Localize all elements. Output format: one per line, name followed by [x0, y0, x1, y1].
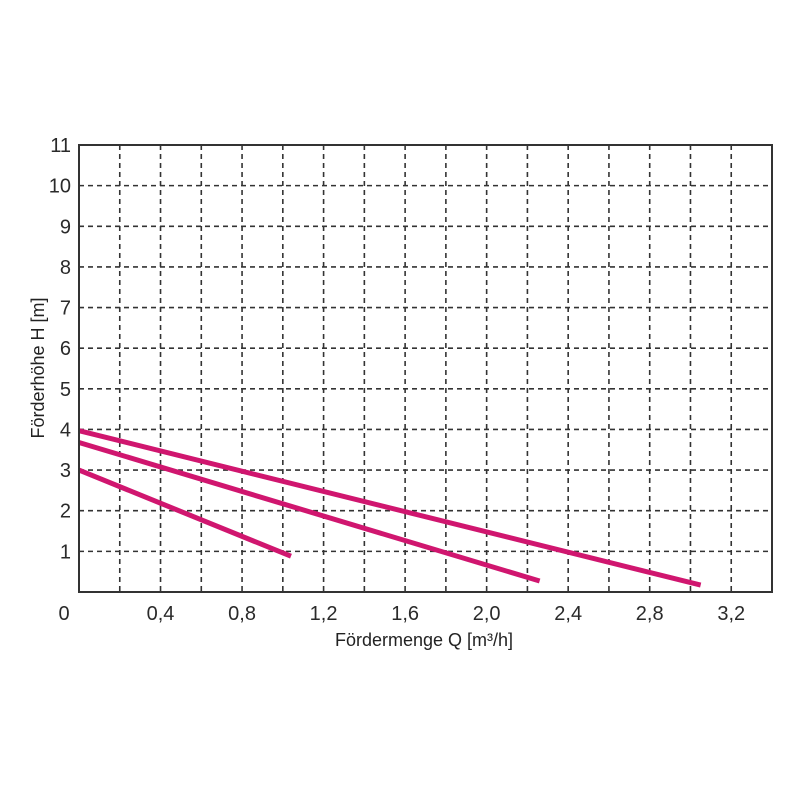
- x-tick-label: 2,8: [636, 603, 664, 625]
- y-tick-label: 10: [49, 176, 71, 198]
- x-tick-label: 0,4: [147, 603, 175, 625]
- y-tick-label: 9: [60, 216, 71, 238]
- x-tick-label: 0: [58, 603, 69, 625]
- y-tick-labels: 1 2 3 4 5 6 7 8 9 10 11: [49, 135, 71, 563]
- x-tick-labels: 0 0,4 0,8 1,2 1,6 2,0 2,4 2,8 3,2: [58, 603, 745, 625]
- x-tick-label: 1,6: [391, 603, 419, 625]
- y-tick-label: 1: [60, 541, 71, 563]
- series-line-1: [78, 428, 702, 588]
- y-axis-label: Förderhöhe H [m]: [28, 297, 48, 438]
- y-tick-label: 7: [60, 298, 71, 320]
- y-tick-label: 2: [60, 501, 71, 523]
- y-tick-label: 11: [50, 135, 71, 157]
- y-tick-label: 3: [60, 460, 71, 482]
- series-line-3: [78, 467, 292, 559]
- y-tick-label: 8: [60, 257, 71, 279]
- series-group: [78, 428, 702, 588]
- y-tick-label: 4: [60, 419, 71, 441]
- y-tick-label: 5: [60, 379, 71, 401]
- x-tick-label: 0,8: [228, 603, 256, 625]
- grid: [79, 145, 772, 592]
- x-axis-label: Fördermenge Q [m³/h]: [335, 630, 513, 650]
- x-tick-label: 2,0: [473, 603, 501, 625]
- series-line-2: [78, 440, 541, 584]
- x-tick-label: 3,2: [717, 603, 745, 625]
- plot-frame: [78, 144, 773, 593]
- x-tick-label: 1,2: [310, 603, 338, 625]
- x-tick-label: 2,4: [554, 603, 582, 625]
- y-tick-label: 6: [60, 338, 71, 360]
